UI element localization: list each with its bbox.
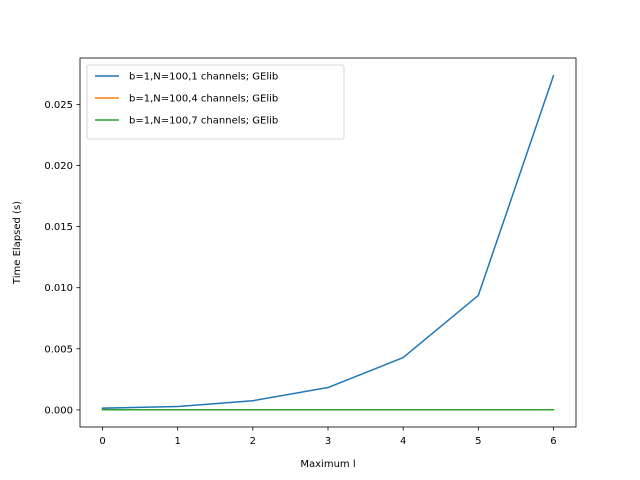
legend: b=1,N=100,1 channels; GElib b=1,N=100,4 c… <box>86 64 345 140</box>
x-axis: 0 1 2 3 4 5 6 <box>99 427 557 447</box>
legend-label-1: b=1,N=100,1 channels; GElib <box>129 72 278 83</box>
y-tick-label: 0.000 <box>44 405 73 416</box>
legend-label-3: b=1,N=100,7 channels; GElib <box>129 116 278 127</box>
y-tick-label: 0.020 <box>44 161 73 172</box>
y-tick-label: 0.005 <box>44 344 73 355</box>
x-tick-label: 5 <box>475 436 481 447</box>
series-line-1 <box>101 74 555 409</box>
x-tick-label: 3 <box>325 436 331 447</box>
x-tick-label: 2 <box>250 436 256 447</box>
y-tick-label: 0.025 <box>44 100 73 111</box>
legend-label-2: b=1,N=100,4 channels; GElib <box>129 94 278 105</box>
legend-box <box>86 64 345 140</box>
x-tick-label: 0 <box>99 436 105 447</box>
x-tick-label: 1 <box>175 436 181 447</box>
series-layer <box>101 74 555 411</box>
y-tick-label: 0.010 <box>44 283 73 294</box>
x-tick-label: 6 <box>550 436 556 447</box>
y-axis-label: Time Elapsed (s) <box>12 201 23 285</box>
y-axis: 0.000 0.005 0.010 0.015 0.020 0.025 <box>44 100 80 416</box>
x-tick-label: 4 <box>400 436 406 447</box>
y-tick-label: 0.015 <box>44 222 73 233</box>
x-axis-label: Maximum l <box>300 459 355 470</box>
